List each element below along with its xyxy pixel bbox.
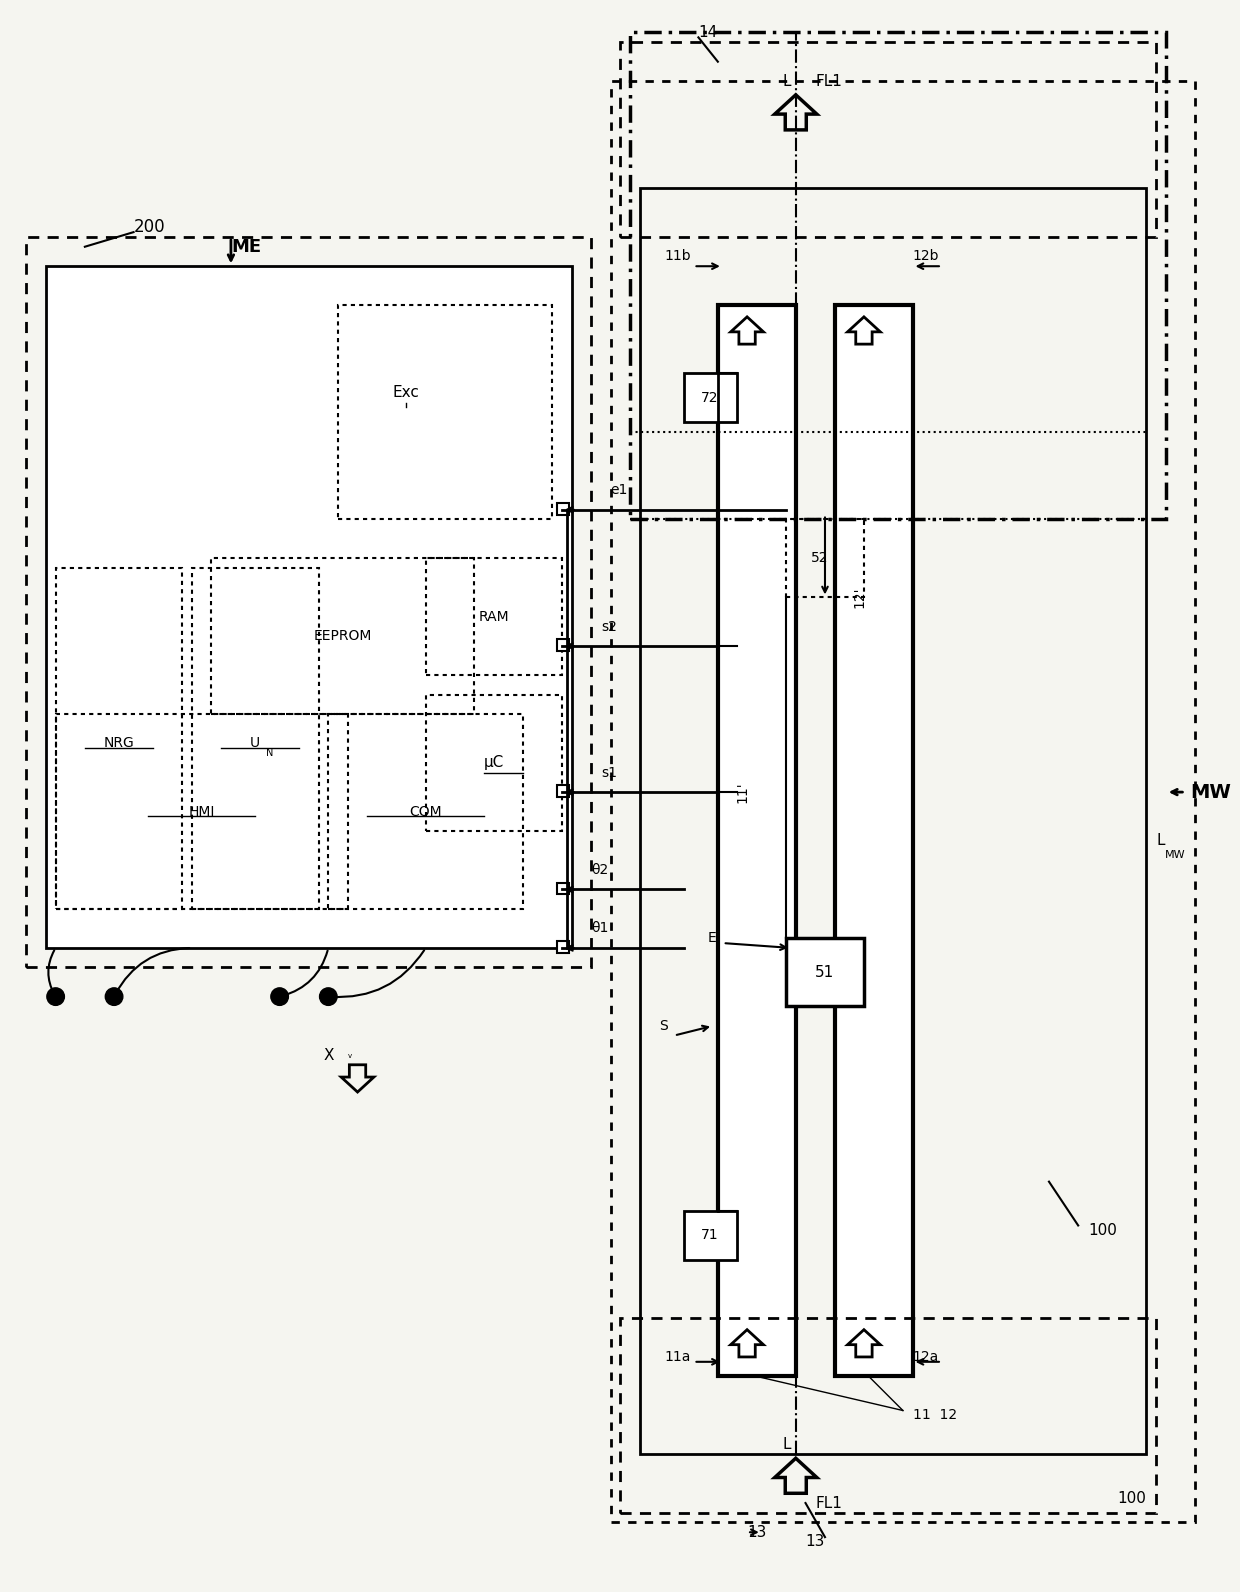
Bar <box>425 694 562 831</box>
Text: 11  12: 11 12 <box>913 1409 957 1422</box>
Text: 13: 13 <box>746 1525 766 1539</box>
Bar <box>212 559 475 715</box>
Text: θ2: θ2 <box>591 863 609 877</box>
Text: s1: s1 <box>601 766 618 780</box>
Text: Exc: Exc <box>393 385 419 400</box>
Text: 72: 72 <box>702 390 719 404</box>
Bar <box>425 559 562 675</box>
Bar <box>56 715 347 909</box>
Bar <box>611 81 1195 1522</box>
Text: 100: 100 <box>1117 1490 1146 1506</box>
Text: EEPROM: EEPROM <box>314 629 372 643</box>
Bar <box>26 237 591 968</box>
Text: L: L <box>782 1438 791 1452</box>
Bar <box>46 266 572 947</box>
Text: e1: e1 <box>611 484 629 497</box>
Bar <box>683 374 738 422</box>
Bar <box>786 938 864 1006</box>
Text: 11b: 11b <box>665 250 691 264</box>
Text: MW: MW <box>1166 850 1185 860</box>
Text: s2: s2 <box>601 619 616 634</box>
Text: 200: 200 <box>134 218 165 236</box>
Text: 11': 11' <box>735 782 749 802</box>
Text: S: S <box>660 1019 668 1033</box>
Circle shape <box>105 989 123 1006</box>
Text: 51: 51 <box>816 965 835 979</box>
Text: 11a: 11a <box>665 1350 691 1364</box>
Text: ᵥ: ᵥ <box>347 1051 352 1060</box>
Bar <box>557 640 569 651</box>
Text: X: X <box>324 1048 334 1062</box>
Bar <box>329 715 523 909</box>
Bar <box>557 785 569 798</box>
Text: 13: 13 <box>806 1535 825 1549</box>
Circle shape <box>47 989 64 1006</box>
Bar <box>557 941 569 952</box>
Text: NRG: NRG <box>104 737 134 750</box>
Bar <box>557 882 569 895</box>
Text: 12b: 12b <box>913 250 939 264</box>
Text: L: L <box>782 73 791 89</box>
Bar <box>339 306 552 519</box>
Text: U: U <box>250 737 260 750</box>
Bar <box>786 519 864 597</box>
Text: MW: MW <box>1190 783 1231 802</box>
Bar <box>718 306 796 1377</box>
Bar <box>640 188 1146 1455</box>
Text: E: E <box>708 931 717 946</box>
Bar <box>835 306 913 1377</box>
Text: HMI: HMI <box>188 804 215 818</box>
Text: 12': 12' <box>852 586 866 608</box>
Bar <box>557 503 569 514</box>
Circle shape <box>270 989 289 1006</box>
Bar <box>56 568 182 909</box>
Text: L: L <box>1157 833 1166 849</box>
Text: FL1: FL1 <box>815 1495 842 1511</box>
Text: 52: 52 <box>811 551 828 565</box>
Text: N: N <box>267 748 274 758</box>
Text: 14: 14 <box>698 25 718 40</box>
Text: RAM: RAM <box>479 610 510 624</box>
Text: COM: COM <box>409 804 441 818</box>
Text: 12a: 12a <box>913 1350 939 1364</box>
Circle shape <box>320 989 337 1006</box>
Bar <box>683 1212 738 1259</box>
Bar <box>620 43 1156 237</box>
Bar <box>630 32 1166 519</box>
Bar <box>620 1318 1156 1512</box>
Text: 71: 71 <box>702 1227 719 1242</box>
Text: θ1: θ1 <box>591 922 609 936</box>
Text: FL1: FL1 <box>815 73 842 89</box>
Text: μC: μC <box>484 755 503 771</box>
Text: ME: ME <box>231 237 262 256</box>
Text: 100: 100 <box>1087 1223 1117 1239</box>
Bar <box>192 568 319 909</box>
